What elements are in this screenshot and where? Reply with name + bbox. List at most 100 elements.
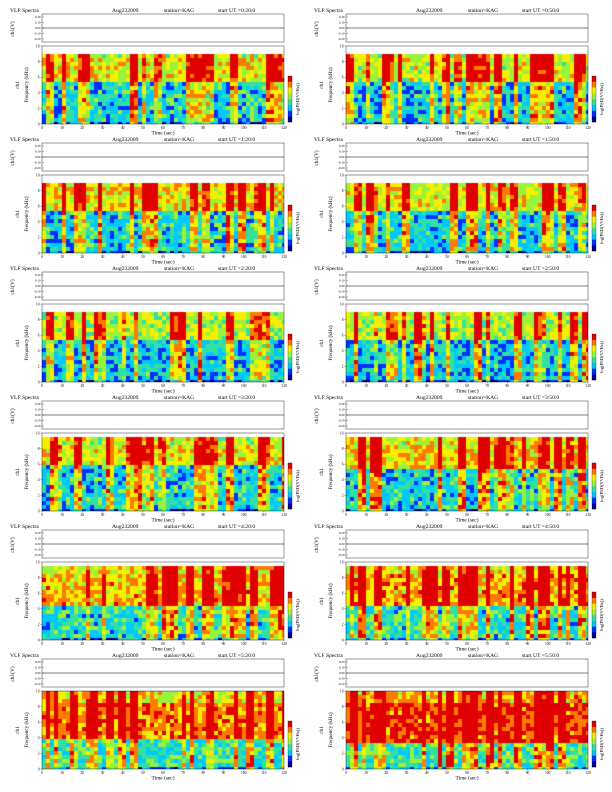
spectrogram-svg: VLF Spectra Aug232009 station=KAG start UT … xyxy=(9,395,300,524)
colorbar-segment xyxy=(592,374,596,381)
chart-start-time: start UT =4:20:0 xyxy=(218,524,255,530)
spectrogram-image xyxy=(346,433,588,511)
y-tick-label: 4 xyxy=(342,607,344,611)
x-tick-label: 110 xyxy=(261,384,266,388)
chart-title: VLF Spectra xyxy=(314,8,343,14)
ch1-ylabel: ch1(V) xyxy=(9,408,16,423)
x-tick-label: 100 xyxy=(545,513,551,517)
chart-date: Aug232009 xyxy=(112,266,139,272)
x-tick-label: 60 xyxy=(161,126,165,130)
spectrogram-image-container xyxy=(346,562,588,640)
colorbar-frame xyxy=(287,333,293,381)
ch1-tick-label: 0.00 xyxy=(339,671,345,675)
y-tick-label: 0 xyxy=(342,509,344,513)
ch1-tick-label: -0.20 xyxy=(338,553,345,557)
colorbar-segment xyxy=(288,615,292,621)
x-tick-label: 50 xyxy=(445,384,449,388)
x-tick-label: 120 xyxy=(585,771,591,775)
spectrogram-panel: VLF Spectra Aug232009 station=KAG start UT … xyxy=(6,393,300,524)
colorbar-segment xyxy=(592,362,596,369)
spectrogram-image xyxy=(42,304,284,382)
y-axis-label: Frequency (kHz) xyxy=(327,712,334,748)
ch1-tick-label: -0.20 xyxy=(34,682,41,686)
chart-station: station=KAG xyxy=(164,653,194,659)
x-tick-label: 80 xyxy=(506,384,510,388)
x-tick-label: 90 xyxy=(222,126,226,130)
ch1-tick-label: 0.20 xyxy=(339,273,345,277)
x-axis-label: Time (sec) xyxy=(151,388,174,395)
x-tick-label: 20 xyxy=(81,384,85,388)
chart-station: station=KAG xyxy=(164,395,194,401)
spectrogram-panel: VLF Spectra Aug232009 station=KAG start UT … xyxy=(6,6,300,137)
x-axis-label: Time (sec) xyxy=(151,646,174,653)
y-tick-label: 4 xyxy=(342,220,344,224)
x-tick-label: 20 xyxy=(385,255,389,259)
x-tick-label: 120 xyxy=(585,384,591,388)
chart-station: station=KAG xyxy=(468,524,498,530)
ch1-ylabel: ch1(V) xyxy=(313,150,320,165)
y-axis-prefix: ch1 xyxy=(15,726,21,734)
y-tick-label: 4 xyxy=(342,91,344,95)
x-tick-label: 120 xyxy=(585,513,591,517)
chart-start-time: start UT =5:20:0 xyxy=(218,653,255,659)
colorbar-label: log(PSD(V²/Hz)) xyxy=(295,83,300,115)
ch1-tick-label: 0.00 xyxy=(35,413,41,417)
colorbar-segment xyxy=(288,755,292,762)
y-axis-label: Frequency (kHz) xyxy=(23,712,30,748)
y-tick-label: 6 xyxy=(38,76,40,80)
x-tick-label: 10 xyxy=(364,384,368,388)
colorbar-segment xyxy=(288,468,292,475)
y-axis-label: Frequency (kHz) xyxy=(327,583,334,619)
ch1-tick-label: 0.20 xyxy=(339,15,345,19)
y-axis-label: Frequency (kHz) xyxy=(23,454,30,490)
ch1-tick-label: -0.20 xyxy=(338,295,345,299)
colorbar-label: log(PSD(V²/Hz)) xyxy=(295,728,300,760)
ch1-tick-label: 0.10 xyxy=(35,21,41,25)
x-tick-label: 70 xyxy=(181,771,185,775)
y-tick-label: 2 xyxy=(342,236,344,240)
chart-start-time: start UT =3:50:0 xyxy=(522,395,559,401)
spectrogram-panel: VLF Spectra Aug232009 station=KAG start UT … xyxy=(6,264,300,395)
colorbar-segment xyxy=(592,732,596,739)
chart-title: VLF Spectra xyxy=(314,266,343,272)
ch1-tick-label: -0.10 xyxy=(338,548,345,552)
colorbar-segment xyxy=(288,491,292,498)
ch1-tick-label: -0.10 xyxy=(34,548,41,552)
ch1-ylabel: ch1(V) xyxy=(313,408,320,423)
x-tick-label: 90 xyxy=(526,513,530,517)
x-tick-label: 10 xyxy=(60,513,64,517)
x-tick-label: 100 xyxy=(241,126,247,130)
colorbar-segment xyxy=(288,474,292,481)
chart-station: station=KAG xyxy=(164,524,194,530)
spectrogram-panel: VLF Spectra Aug232009 station=KAG start UT … xyxy=(6,651,300,782)
spectrogram-panel: VLF Spectra Aug232009 station=KAG start UT … xyxy=(310,264,604,395)
colorbar-segment xyxy=(288,738,292,745)
spectrogram-image-container xyxy=(42,691,284,769)
colorbar-segment xyxy=(592,463,596,469)
x-tick-label: 0 xyxy=(41,513,43,517)
x-tick-label: 110 xyxy=(565,513,570,517)
y-tick-label: 2 xyxy=(38,494,40,498)
ch1-tick-label: -0.20 xyxy=(34,37,41,41)
x-tick-label: 10 xyxy=(60,126,64,130)
x-tick-label: 0 xyxy=(345,771,347,775)
x-tick-label: 100 xyxy=(545,126,551,130)
x-tick-label: 50 xyxy=(141,513,145,517)
y-tick-label: 10 xyxy=(36,173,40,177)
x-tick-label: 110 xyxy=(261,255,266,259)
x-tick-label: 90 xyxy=(526,384,530,388)
spectrogram-image xyxy=(42,175,284,253)
x-tick-label: 0 xyxy=(345,384,347,388)
ch1-tick-label: 0.10 xyxy=(339,279,345,283)
y-tick-label: 0 xyxy=(38,638,40,642)
x-tick-label: 30 xyxy=(405,771,409,775)
colorbar-segment xyxy=(592,615,596,621)
y-tick-label: 2 xyxy=(342,365,344,369)
spectrogram-svg: VLF Spectra Aug232009 station=KAG start UT … xyxy=(313,395,604,524)
x-tick-label: 50 xyxy=(141,642,145,646)
y-tick-label: 10 xyxy=(36,689,40,693)
y-tick-label: 2 xyxy=(342,752,344,756)
ch1-tick-label: 0.00 xyxy=(339,542,345,546)
x-tick-label: 10 xyxy=(364,126,368,130)
y-tick-label: 8 xyxy=(38,576,40,580)
